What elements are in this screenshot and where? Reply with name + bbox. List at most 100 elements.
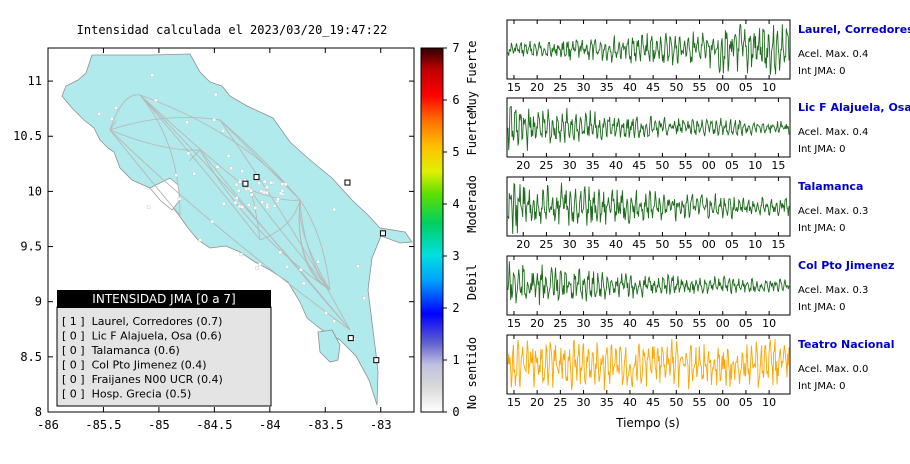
town-dot	[185, 120, 189, 124]
road	[109, 129, 201, 151]
station-name: Talamanca	[798, 180, 863, 193]
waveform-trace	[507, 106, 790, 151]
town-dot	[276, 197, 280, 201]
town-dot	[247, 203, 251, 207]
town-dot	[235, 196, 239, 200]
waveform-tick-label: 40	[609, 238, 623, 251]
town-dot	[250, 192, 254, 197]
colorbar-tick-label: 3	[452, 249, 459, 263]
road	[109, 120, 117, 131]
station-name: Teatro Nacional	[798, 338, 895, 351]
waveform-tick-label: 10	[762, 396, 776, 409]
legend-row: [ 0 ] Lic F Alajuela, Osa (0.6)	[62, 330, 222, 343]
waveform-tick-label: 55	[679, 238, 693, 251]
town-dot	[278, 250, 283, 255]
map-x-tick-label: -86	[37, 418, 59, 432]
station-name: Col Pto Jimenez	[798, 259, 894, 272]
waveform-tick-label: 35	[600, 396, 614, 409]
town-dot	[114, 106, 118, 110]
town-dot	[186, 151, 191, 156]
town-dot	[356, 264, 360, 268]
town-dot	[265, 185, 269, 190]
station-markers	[242, 174, 386, 364]
intensity-legend: INTENSIDAD JMA [0 a 7] [ 1 ] Laurel, Cor…	[56, 290, 272, 407]
waveform-tick-label: 15	[771, 159, 785, 172]
accel-max: Acel. Max. 0.4	[798, 127, 868, 138]
jma-intensity: Int JMA: 0	[798, 144, 846, 155]
town-dot	[362, 296, 366, 300]
waveform-tick-label: 50	[655, 159, 669, 172]
road	[139, 94, 251, 191]
town-dot	[259, 189, 264, 194]
waveform-panel: 15 20 25 30 35 40 45 50 55 00 05 10 Teatro Nacional A…	[506, 334, 895, 409]
waveform-tick-label: 25	[553, 317, 567, 330]
osa-peninsula	[317, 329, 341, 363]
town-dot	[233, 200, 238, 205]
waveform-tick-label: 05	[725, 159, 739, 172]
colorbar-tick-label: 7	[452, 41, 459, 55]
waveform-tick-label: 10	[748, 159, 762, 172]
waveform-frame	[506, 97, 791, 158]
town-dot	[226, 154, 231, 158]
waveform-tick-label: 00	[716, 317, 730, 330]
waveform-tick-label: 15	[507, 317, 521, 330]
town-dot	[150, 73, 155, 77]
waveform-tick-label: 40	[623, 396, 637, 409]
town-dot	[264, 190, 269, 195]
map-y-tick-label: 9	[35, 295, 42, 309]
waveform-panel: 15 20 25 30 35 40 45 50 55 00 05 10 Laurel, Corredor…	[506, 19, 910, 94]
waveform-tick-label: 10	[762, 81, 776, 94]
waveform-trace	[507, 23, 790, 75]
colorbar: 0 1 2 3 4 5 6 7 No sentido Debil Moderado FuerteMu…	[420, 40, 479, 419]
waveform-tick-label: 25	[553, 396, 567, 409]
colorbar-tick-label: 5	[452, 145, 459, 159]
waveform-tick-label: 20	[530, 81, 544, 94]
waveform-xlabel: Tiempo (s)	[615, 416, 680, 430]
waveform-tick-label: 00	[702, 238, 716, 251]
jma-intensity: Int JMA: 0	[798, 66, 846, 77]
waveform-tick-label: 05	[739, 317, 753, 330]
waveform-tick-label: 35	[600, 317, 614, 330]
waveform-tick-label: 00	[716, 81, 730, 94]
road	[199, 149, 331, 291]
road	[139, 94, 261, 241]
colorbar-tick-label: 4	[452, 197, 459, 211]
station-marker	[344, 179, 351, 186]
town-dot	[97, 112, 101, 116]
town-dot	[198, 238, 202, 242]
waveform-tick-label: 15	[771, 238, 785, 251]
waveform-tick-label: 00	[702, 159, 716, 172]
accel-max: Acel. Max. 0.0	[798, 364, 868, 375]
legend-row: [ 0 ] Hosp. Grecia (0.5)	[62, 388, 191, 401]
road	[259, 199, 301, 241]
town-dot	[240, 169, 244, 173]
road	[219, 119, 301, 201]
map-frame	[47, 47, 415, 413]
waveform-tick-label: 10	[762, 317, 776, 330]
waveform-tick-label: 15	[507, 396, 521, 409]
colorbar-category-label: Debil	[465, 264, 479, 300]
town-dot	[146, 205, 151, 209]
map-y-tick-label: 8	[35, 405, 42, 419]
road	[189, 149, 201, 162]
town-dot	[265, 205, 270, 209]
waveform-tick-label: 25	[539, 159, 553, 172]
road	[299, 199, 331, 291]
jma-intensity: Int JMA: 0	[798, 381, 846, 392]
waveform-tick-label: 05	[725, 238, 739, 251]
colorbar-category-label: Moderado	[465, 175, 479, 233]
station-marker	[373, 357, 380, 364]
town-dot	[192, 171, 196, 176]
station-name: Lic F Alajuela, Osa	[798, 101, 910, 114]
waveform-tick-label: 25	[553, 81, 567, 94]
map-title: Intensidad calculada el 2023/03/20_19:47…	[77, 23, 388, 37]
waveform-tick-label: 55	[693, 317, 707, 330]
waveform-tick-label: 20	[516, 159, 530, 172]
waveform-tick-label: 30	[577, 317, 591, 330]
town-dot	[260, 200, 264, 204]
legend-row: [ 0 ] Talamanca (0.6)	[62, 344, 180, 357]
accel-max: Acel. Max. 0.3	[798, 206, 868, 217]
waveform-tick-label: 35	[586, 159, 600, 172]
town-dot	[110, 117, 114, 121]
town-dot	[212, 118, 216, 122]
